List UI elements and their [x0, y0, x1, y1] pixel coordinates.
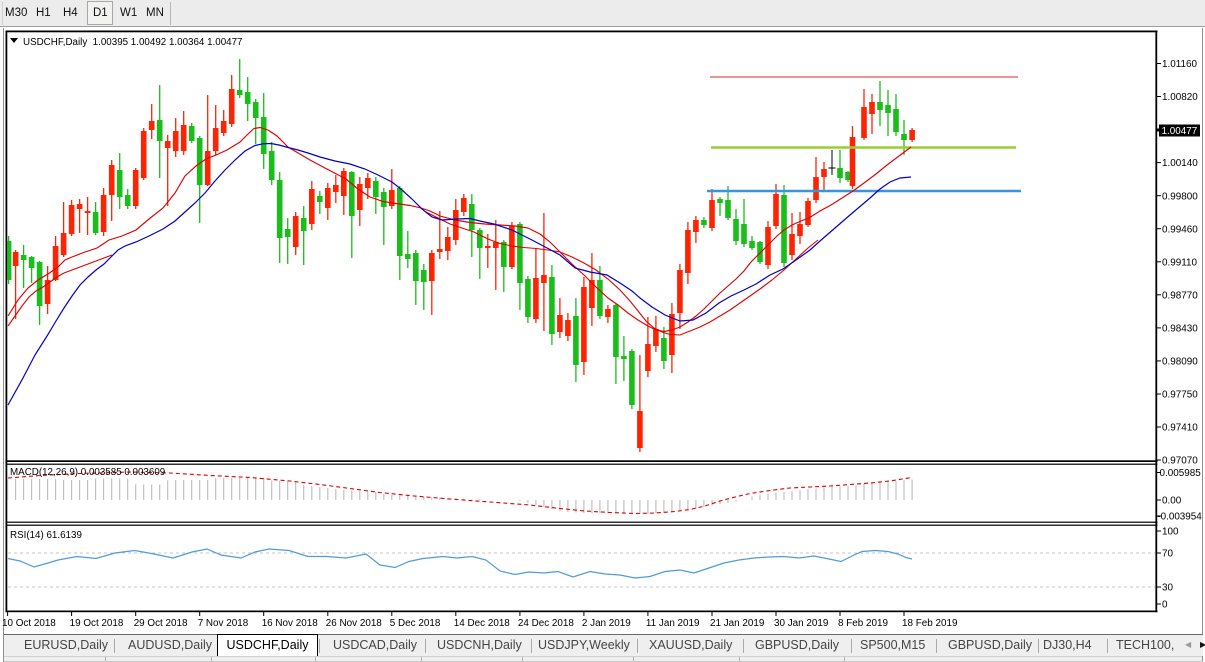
- svg-text:100: 100: [1162, 527, 1179, 538]
- svg-text:1.00477: 1.00477: [1162, 126, 1198, 137]
- svg-text:RSI(14) 61.6139: RSI(14) 61.6139: [10, 530, 82, 541]
- svg-text:18 Feb 2019: 18 Feb 2019: [902, 618, 958, 629]
- svg-text:0.005985: 0.005985: [1160, 468, 1202, 479]
- svg-text:0.97410: 0.97410: [1162, 423, 1198, 434]
- svg-text:30: 30: [1162, 583, 1173, 594]
- svg-text:0.98770: 0.98770: [1162, 290, 1198, 301]
- svg-text:MACD(12,26,9) 0.003585 0.00360: MACD(12,26,9) 0.003585 0.003609: [10, 467, 165, 478]
- svg-text:7 Nov 2018: 7 Nov 2018: [198, 618, 249, 629]
- svg-text:21 Jan 2019: 21 Jan 2019: [710, 618, 765, 629]
- svg-text:0: 0: [1162, 600, 1168, 611]
- svg-text:0.00: 0.00: [1162, 496, 1182, 507]
- svg-text:14 Dec 2018: 14 Dec 2018: [454, 618, 511, 629]
- svg-text:0.98430: 0.98430: [1162, 324, 1198, 335]
- svg-text:70: 70: [1162, 549, 1173, 560]
- svg-text:0.99800: 0.99800: [1162, 191, 1198, 202]
- svg-text:5 Dec 2018: 5 Dec 2018: [390, 618, 441, 629]
- svg-text:0.99110: 0.99110: [1162, 257, 1197, 268]
- svg-text:2 Jan 2019: 2 Jan 2019: [582, 618, 631, 629]
- svg-text:26 Nov 2018: 26 Nov 2018: [326, 618, 383, 629]
- svg-text:1.01160: 1.01160: [1162, 59, 1197, 70]
- svg-text:10 Oct 2018: 10 Oct 2018: [2, 618, 56, 629]
- svg-text:0.97070: 0.97070: [1162, 456, 1198, 467]
- svg-text:11 Jan 2019: 11 Jan 2019: [646, 618, 700, 629]
- svg-text:8 Feb 2019: 8 Feb 2019: [838, 618, 888, 629]
- svg-text:0.98090: 0.98090: [1162, 357, 1198, 368]
- svg-text:-0.003954: -0.003954: [1157, 512, 1202, 523]
- svg-text:1.00820: 1.00820: [1162, 92, 1198, 103]
- svg-text:1.00140: 1.00140: [1162, 158, 1198, 169]
- svg-text:USDCHF,Daily 1.00395 1.00492: USDCHF,Daily 1.00395 1.00492 1.00364 1.0…: [23, 37, 243, 48]
- svg-text:24 Dec 2018: 24 Dec 2018: [518, 618, 575, 629]
- svg-text:29 Oct 2018: 29 Oct 2018: [134, 618, 188, 629]
- svg-text:16 Nov 2018: 16 Nov 2018: [262, 618, 319, 629]
- svg-text:0.99460: 0.99460: [1162, 224, 1198, 235]
- svg-text:0.97750: 0.97750: [1162, 390, 1198, 401]
- svg-text:19 Oct 2018: 19 Oct 2018: [70, 618, 124, 629]
- svg-text:30 Jan 2019: 30 Jan 2019: [774, 618, 829, 629]
